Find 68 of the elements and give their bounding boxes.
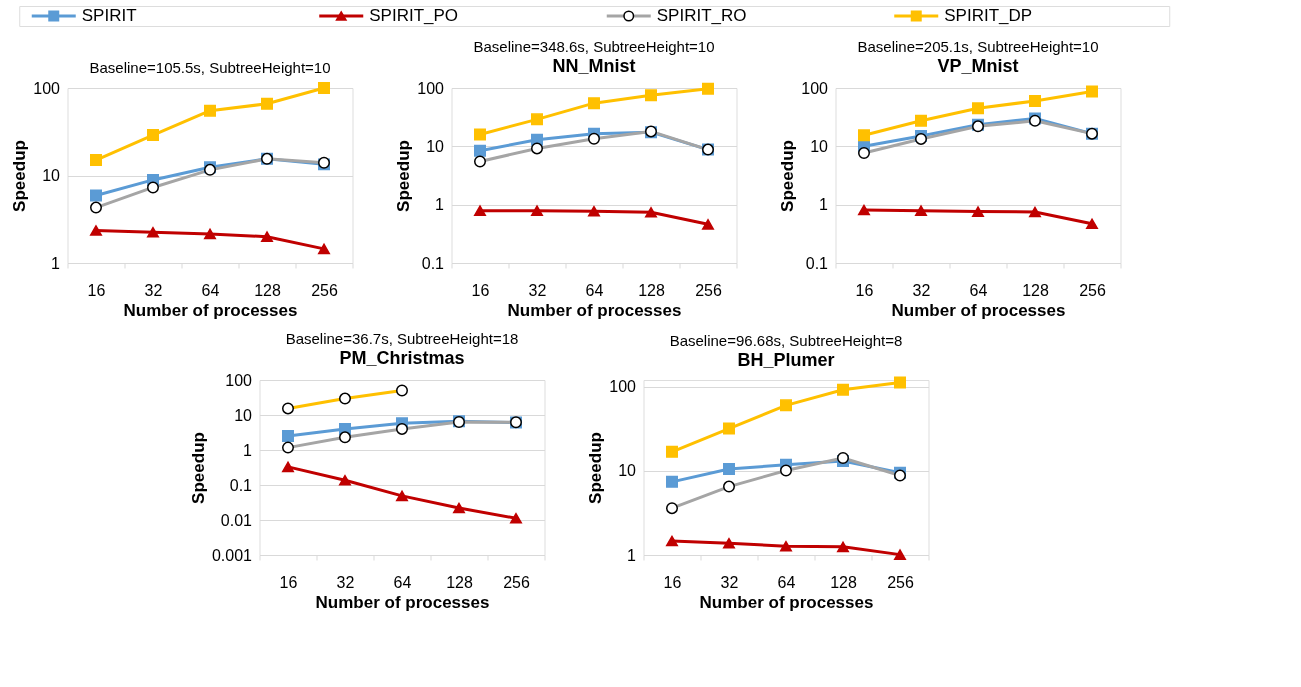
x-tick-label: 256 (311, 281, 338, 299)
x-axis-title: Number of processes (507, 300, 682, 320)
y-tick-label: 10 (618, 462, 637, 480)
x-tick-label: 128 (446, 573, 473, 591)
x-tick-label: 16 (471, 281, 490, 299)
y-axis-title: Speedup (188, 432, 208, 504)
y-tick-label: 100 (609, 378, 637, 396)
y-axis-title: Speedup (778, 140, 798, 212)
chart-subtitle: BH_Plumer (737, 350, 835, 371)
x-tick-label: 128 (1022, 281, 1049, 299)
y-axis-title: Speedup (586, 432, 606, 504)
legend-label: SPIRIT_RO (656, 6, 747, 25)
x-tick-label: 16 (855, 281, 874, 299)
x-tick-label: 64 (777, 573, 796, 591)
x-tick-label: 32 (720, 573, 739, 591)
chart-title: Baseline=36.7s, SubtreeHeight=18 (285, 330, 519, 347)
y-tick-label: 0.1 (805, 254, 829, 272)
chart-subtitle: PM_Christmas (339, 348, 465, 368)
x-tick-label: 16 (663, 573, 682, 591)
chart-subtitle: NN_Mnist (552, 56, 636, 76)
x-tick-label: 32 (528, 281, 547, 299)
x-tick-label: 32 (912, 281, 931, 299)
x-axis-title: Number of processes (891, 300, 1066, 320)
y-tick-label: 10 (234, 406, 253, 424)
y-axis-title: Speedup (10, 140, 30, 212)
chart-title: Baseline=105.5s, SubtreeHeight=10 (89, 58, 331, 76)
x-tick-label: 16 (279, 573, 298, 591)
y-tick-label: 1 (435, 196, 445, 214)
chart-title: Baseline=96.68s, SubtreeHeight=8 (669, 332, 903, 350)
y-tick-label: 1 (243, 441, 253, 459)
x-axis-title: Number of processes (123, 300, 298, 320)
x-tick-label: 16 (87, 281, 106, 299)
x-tick-label: 256 (695, 281, 722, 299)
y-tick-label: 1 (819, 196, 829, 214)
y-tick-label: 10 (42, 167, 61, 184)
x-tick-label: 256 (1079, 281, 1106, 299)
x-tick-label: 128 (638, 281, 665, 299)
y-tick-label: 0.1 (229, 476, 253, 494)
y-tick-label: 100 (801, 79, 829, 97)
legend-label: SPIRIT_PO (369, 6, 459, 25)
chart-title: Baseline=348.6s, SubtreeHeight=10 (473, 38, 715, 55)
chart-subtitle: VP_Mnist (937, 56, 1019, 76)
y-tick-label: 0.01 (220, 511, 253, 529)
x-tick-label: 128 (830, 573, 857, 591)
y-tick-label: 0.001 (211, 546, 253, 564)
x-tick-label: 128 (254, 281, 281, 299)
legend-label: SPIRIT_DP (944, 6, 1033, 25)
x-tick-label: 32 (144, 281, 163, 299)
y-tick-label: 100 (417, 79, 445, 97)
y-tick-label: 10 (426, 137, 445, 155)
y-tick-label: 0.1 (421, 254, 445, 272)
y-tick-label: 1 (51, 254, 61, 272)
x-tick-label: 64 (201, 281, 220, 299)
y-tick-label: 100 (33, 79, 61, 97)
x-tick-label: 64 (969, 281, 988, 299)
x-axis-title: Number of processes (315, 592, 490, 612)
x-tick-label: 256 (503, 573, 530, 591)
legend-label: SPIRIT (81, 6, 137, 25)
x-tick-label: 256 (887, 573, 914, 591)
x-tick-label: 64 (585, 281, 604, 299)
chart-title: Baseline=205.1s, SubtreeHeight=10 (857, 38, 1099, 55)
y-axis-title: Speedup (394, 140, 414, 212)
x-tick-label: 64 (393, 573, 412, 591)
y-tick-label: 10 (810, 137, 829, 155)
x-axis-title: Number of processes (699, 592, 874, 612)
y-tick-label: 1 (627, 546, 637, 564)
y-tick-label: 100 (225, 371, 253, 389)
x-tick-label: 32 (336, 573, 355, 591)
